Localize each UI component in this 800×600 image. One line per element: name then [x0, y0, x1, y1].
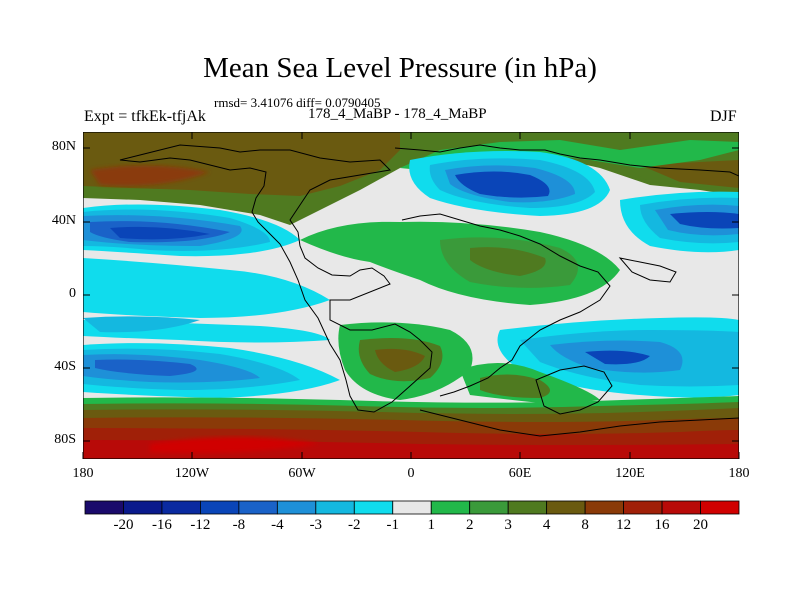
colorbar-swatch: [507, 500, 548, 515]
season-label: DJF: [710, 108, 737, 125]
colorbar-label: -2: [348, 517, 361, 533]
colorbar-swatch: [623, 500, 663, 515]
colorbar-label: 3: [504, 517, 512, 533]
lat-label-80n: 80N: [51, 139, 76, 154]
colorbar-swatch: [123, 500, 163, 515]
colorbar-label: -4: [271, 517, 284, 533]
colorbar-swatch: [161, 500, 201, 515]
lon-label-60w: 60W: [288, 466, 316, 481]
map-field: [83, 132, 739, 459]
lon-label-180e: 180: [728, 466, 750, 481]
colorbar-label: -16: [151, 517, 172, 533]
colorbar-swatch: [430, 500, 471, 515]
lon-label-120w: 120W: [174, 466, 210, 481]
lon-label-180w: 180: [72, 466, 94, 481]
axis-ticks: [82, 132, 740, 459]
colorbar-label: -12: [190, 517, 211, 533]
lat-label-80s: 80S: [54, 432, 76, 447]
lat-label-0: 0: [69, 286, 76, 301]
runs-label: 178_4_MaBP - 178_4_MaBP: [308, 106, 487, 122]
colorbar-swatch: [392, 500, 432, 515]
colorbar-label: 16: [654, 517, 670, 533]
colorbar-swatch: [238, 500, 278, 515]
lon-label-0: 0: [407, 466, 415, 481]
colorbar-label: 8: [581, 517, 589, 533]
colorbar-label: -1: [386, 517, 400, 533]
colorbar-label: 20: [693, 517, 709, 533]
colorbar-label: 4: [542, 517, 551, 533]
colorbar-swatch: [661, 500, 701, 515]
lat-label-40n: 40N: [51, 213, 76, 228]
colorbar-label: -20: [113, 517, 134, 533]
colorbar-swatch: [469, 500, 509, 515]
colorbar-label: -3: [309, 517, 323, 533]
colorbar-label: 12: [616, 517, 632, 533]
colorbar-label: 1: [427, 517, 435, 533]
stats-text: rmsd= 3.41076 diff= 0.0790405: [214, 95, 381, 110]
lat-label-40s: 40S: [54, 359, 76, 374]
lon-label-60e: 60E: [508, 466, 532, 481]
experiment-label: Expt = tfkEk-tfjAk: [84, 108, 206, 125]
coastline: [119, 144, 739, 437]
lon-label-120e: 120E: [615, 466, 645, 481]
colorbar-swatch: [315, 500, 355, 515]
plot-title: Mean Sea Level Pressure (in hPa): [203, 52, 597, 84]
colorbar-swatch: [353, 500, 394, 515]
colorbar: [84, 500, 740, 515]
colorbar-swatch: [700, 500, 740, 515]
colorbar-swatch: [84, 500, 124, 515]
colorbar-swatch: [276, 500, 317, 515]
colorbar-swatch: [200, 500, 240, 515]
colorbar-swatch: [546, 500, 586, 515]
colorbar-label: -8: [232, 517, 246, 533]
colorbar-swatch: [584, 500, 624, 515]
colorbar-label: 2: [465, 517, 474, 533]
